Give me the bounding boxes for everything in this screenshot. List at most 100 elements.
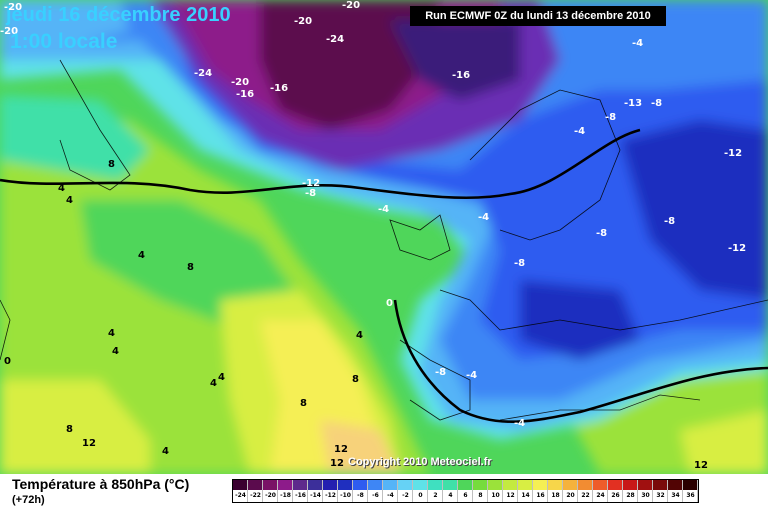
legend-cell: 36 (683, 480, 698, 502)
legend-cell: -24 (233, 480, 248, 502)
legend-tick-label: 26 (611, 492, 620, 499)
legend-swatch (608, 480, 622, 490)
legend-tick-label: 16 (536, 492, 545, 499)
legend-cell: 16 (533, 480, 548, 502)
contour-label: 4 (112, 346, 119, 357)
contour-label: 8 (66, 424, 73, 435)
legend-tick-label: 34 (671, 492, 680, 499)
legend-swatch (503, 480, 517, 490)
legend-tick-label: -6 (372, 492, 379, 499)
legend-cell: -20 (263, 480, 278, 502)
coast-iberia (399, 339, 471, 421)
contour-label: -20 (231, 77, 250, 88)
legend-tick-label: 6 (463, 492, 468, 499)
contour-label: 4 (162, 446, 169, 457)
legend-cell: -6 (368, 480, 383, 502)
contour-label: -8 (435, 367, 447, 378)
contour-label: 0 (386, 298, 393, 309)
legend-tick-label: 30 (641, 492, 650, 499)
legend-tick-label: -22 (250, 492, 261, 499)
forecast-lead-time: (+72h) (12, 494, 45, 506)
legend-cell: 22 (578, 480, 593, 502)
contour-label: -24 (326, 34, 345, 45)
contour-label: 8 (108, 159, 115, 170)
legend-cell: -10 (338, 480, 353, 502)
legend-swatch (488, 480, 502, 490)
legend-tick-label: 18 (551, 492, 560, 499)
legend-tick-label: -18 (280, 492, 291, 499)
legend-cell: -12 (323, 480, 338, 502)
legend-tick-label: 36 (686, 492, 695, 499)
legend-swatch (638, 480, 652, 490)
legend-cell: 14 (518, 480, 533, 502)
legend-cell: -18 (278, 480, 293, 502)
variable-title: Température à 850hPa (°C) (12, 476, 190, 492)
legend-swatch (428, 480, 442, 490)
legend-swatch (398, 480, 412, 490)
contour-label: -8 (605, 112, 617, 123)
forecast-time-title: 1:00 locale (10, 30, 118, 53)
legend-swatch (443, 480, 457, 490)
legend-swatch (623, 480, 637, 490)
temperature-field-map (0, 0, 768, 474)
legend-swatch (458, 480, 472, 490)
field-deep-magenta (260, 0, 440, 130)
field-blue-deep-center (520, 280, 640, 360)
legend-swatch (383, 480, 397, 490)
legend-swatch (518, 480, 532, 490)
legend-swatch (323, 480, 337, 490)
contour-label: -4 (632, 38, 644, 49)
legend-cell: 6 (458, 480, 473, 502)
copyright-notice: Copyright 2010 Meteociel.fr (348, 456, 492, 468)
field-yellow-se (680, 410, 768, 474)
contour-label: 8 (187, 262, 194, 273)
legend-tick-label: -16 (295, 492, 306, 499)
forecast-date-title: jeudi 16 décembre 2010 (6, 4, 231, 26)
field-purple-north (390, 20, 520, 100)
contour-label: -13 (624, 98, 643, 109)
contour-label: 4 (356, 330, 363, 341)
contour-label: -20 (294, 16, 313, 27)
coast-newfoundland (0, 299, 11, 361)
legend-tick-label: 12 (506, 492, 515, 499)
color-scale-legend: -24 -22 -20 -18 -16 -14 -12 -10 -8 -6 -4 -2 0 2 4 6 8 10 1… (232, 479, 699, 503)
contour-label: -16 (452, 70, 471, 81)
contour-label: -20 (0, 26, 19, 37)
field-blue-deep-east (620, 120, 768, 300)
legend-cell: -4 (383, 480, 398, 502)
contour-label: -16 (270, 83, 289, 94)
contour-label: -24 (194, 68, 213, 79)
legend-tick-label: 24 (596, 492, 605, 499)
contour-label: -8 (651, 98, 663, 109)
contour-label: 12 (334, 444, 348, 455)
contour-label: -20 (4, 2, 23, 13)
contour-label: 4 (210, 378, 217, 389)
coast-greenland (59, 59, 131, 191)
legend-swatch (653, 480, 667, 490)
contour-label: -8 (305, 188, 317, 199)
field-blue (180, 40, 768, 360)
legend-cell: -8 (353, 480, 368, 502)
contour-label: -4 (378, 204, 390, 215)
legend-cell: 8 (473, 480, 488, 502)
legend-swatch (593, 480, 607, 490)
contour-label: -4 (478, 212, 490, 223)
legend-swatch (563, 480, 577, 490)
legend-tick-label: 20 (566, 492, 575, 499)
coast-mediterranean (499, 394, 701, 421)
legend-tick-label: 10 (491, 492, 500, 499)
contour-label: -12 (724, 148, 743, 159)
legend-tick-label: 8 (478, 492, 483, 499)
contour-label: 12 (82, 438, 96, 449)
coast-britain (389, 214, 451, 261)
legend-swatch (578, 480, 592, 490)
legend-cell: -16 (293, 480, 308, 502)
field-aqua-west (0, 95, 150, 180)
legend-tick-label: -10 (340, 492, 351, 499)
legend-swatch (278, 480, 292, 490)
coast-scandinavia (469, 89, 621, 241)
legend-cell: 18 (548, 480, 563, 502)
legend-tick-label: -2 (402, 492, 409, 499)
legend-tick-label: -4 (387, 492, 394, 499)
legend-tick-label: -20 (265, 492, 276, 499)
